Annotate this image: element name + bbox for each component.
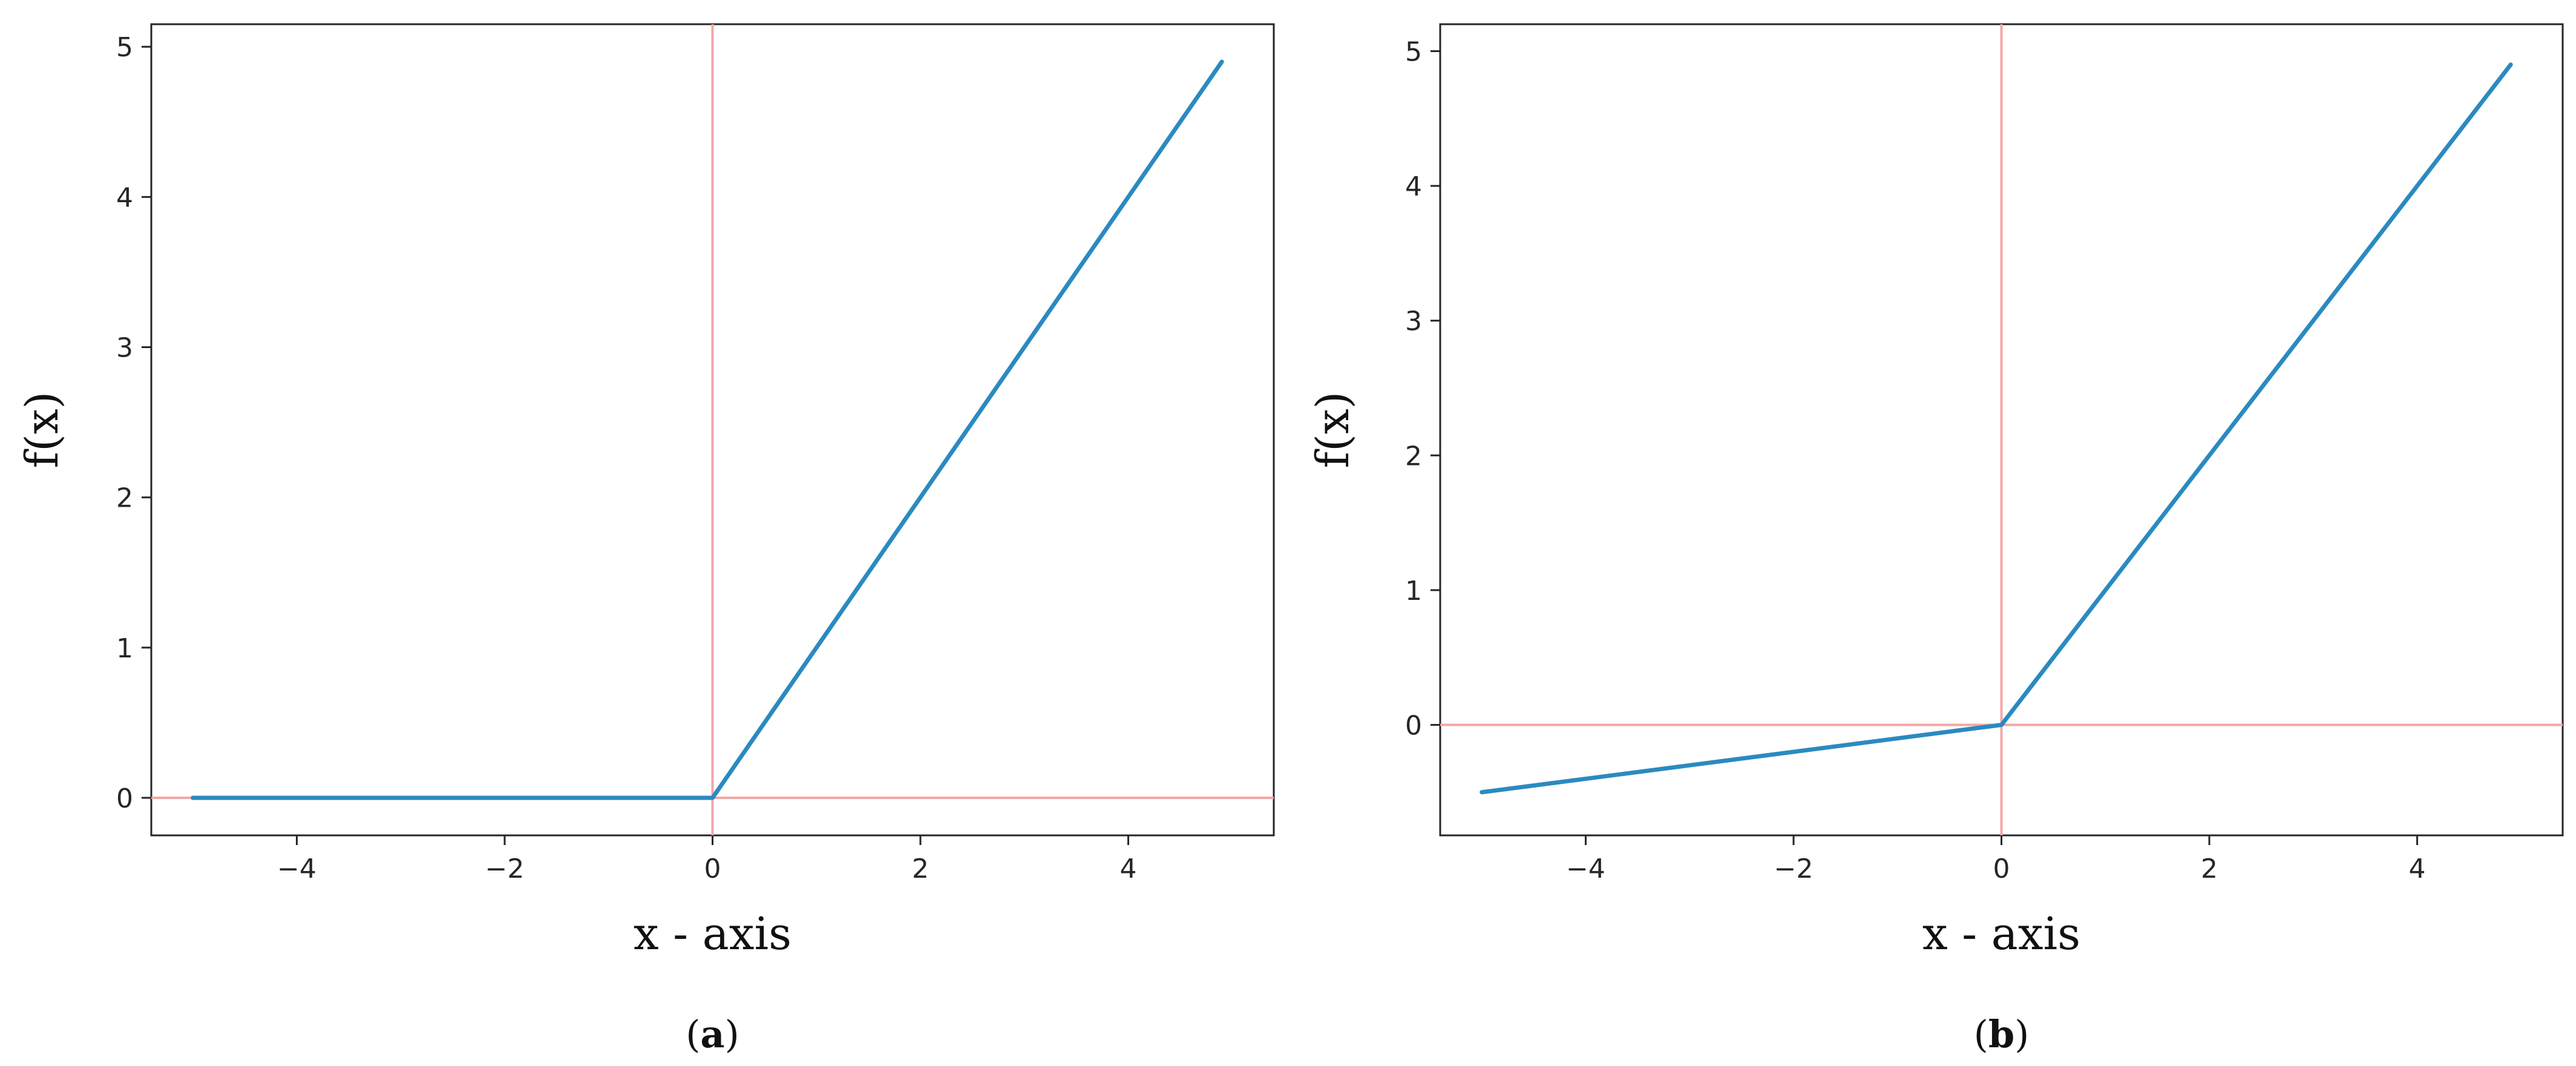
- y-axis-label: f(x): [1307, 392, 1359, 469]
- x-tick-label: −2: [1774, 854, 1814, 884]
- y-tick-label: 1: [1405, 576, 1422, 607]
- x-tick-label: 2: [912, 854, 929, 884]
- series-line: [191, 59, 1224, 800]
- caption-letter: b: [1988, 1012, 2014, 1056]
- y-axis-label: f(x): [16, 392, 68, 469]
- y-tick-label: 5: [116, 32, 133, 63]
- x-tick-label: −2: [485, 854, 525, 884]
- y-tick-label: 0: [1405, 710, 1422, 741]
- caption-open: (: [686, 1012, 700, 1056]
- y-tick-label: 5: [1405, 37, 1422, 68]
- x-tick-label: −4: [1566, 854, 1605, 884]
- panel-b: −4 −2 0 2 4 0 1 2 3 4 5 x - axis f(x) (b): [1307, 23, 2564, 1056]
- caption-open: (: [1974, 1012, 1988, 1056]
- y-tick-label: 3: [116, 333, 133, 364]
- panel-a: −4 −2 0 2 4 0 1 2 3 4 5 x - axis f(x) (a): [16, 23, 1275, 1056]
- y-tick-label: 4: [1405, 171, 1422, 202]
- y-tick-label: 0: [116, 783, 133, 814]
- panel-caption: (a): [686, 1012, 739, 1056]
- y-tick-label: 4: [116, 182, 133, 213]
- caption-letter: a: [700, 1012, 724, 1056]
- x-tick-label: 2: [2201, 854, 2218, 884]
- y-tick-label: 2: [1405, 441, 1422, 472]
- x-axis-label: x - axis: [1922, 908, 2080, 960]
- panel-caption: (b): [1974, 1012, 2030, 1056]
- caption-close: ): [725, 1012, 739, 1056]
- y-tick-label: 3: [1405, 306, 1422, 337]
- y-tick-label: 2: [116, 483, 133, 514]
- x-tick-label: 4: [2409, 854, 2426, 884]
- series-line: [1480, 62, 2513, 795]
- caption-close: ): [2014, 1012, 2029, 1056]
- x-tick-label: 0: [704, 854, 721, 884]
- x-tick-label: 4: [1120, 854, 1137, 884]
- x-tick-label: −4: [277, 854, 316, 884]
- x-axis-label: x - axis: [634, 908, 791, 960]
- x-tick-label: 0: [1993, 854, 2010, 884]
- y-tick-label: 1: [116, 633, 133, 664]
